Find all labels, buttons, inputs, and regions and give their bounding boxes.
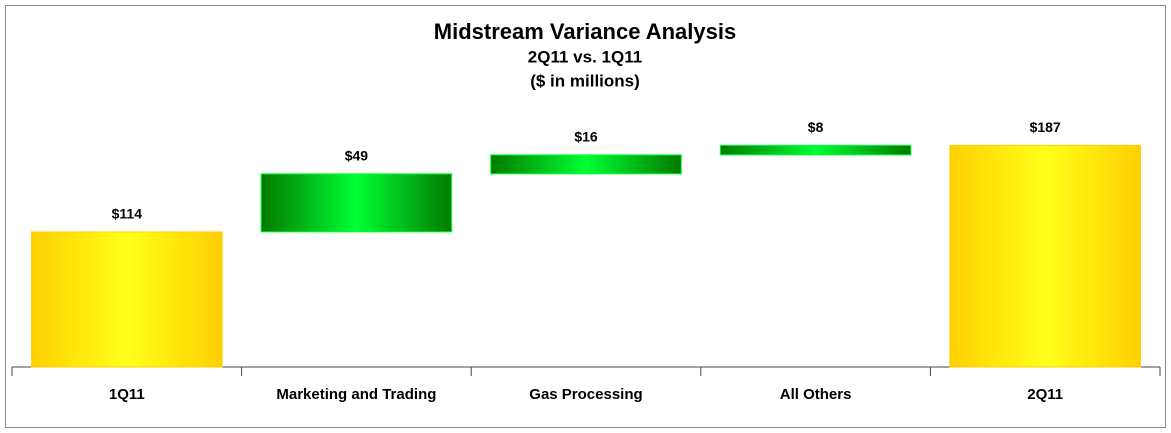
value-label: $8	[808, 119, 824, 135]
bar	[31, 231, 223, 368]
value-label: $187	[1030, 119, 1061, 135]
x-tick-label: All Others	[779, 386, 852, 403]
units-label: ($ in millions)	[530, 71, 640, 90]
value-label: $16	[574, 129, 598, 145]
bar	[490, 154, 682, 175]
value-label: $49	[345, 148, 369, 164]
chart-subtitle: 2Q11 vs. 1Q11	[528, 47, 642, 66]
chart-title: Midstream Variance Analysis	[434, 19, 736, 44]
value-label: $114	[112, 206, 143, 222]
bar	[260, 173, 453, 233]
bar	[719, 144, 912, 156]
bar	[949, 144, 1141, 368]
x-tick-label: 1Q11	[108, 386, 145, 403]
x-tick-label: 2Q11	[1027, 386, 1064, 403]
x-tick-label: Marketing and Trading	[276, 386, 437, 403]
chart-border	[5, 5, 1166, 428]
x-tick-label: Gas Processing	[529, 386, 643, 403]
